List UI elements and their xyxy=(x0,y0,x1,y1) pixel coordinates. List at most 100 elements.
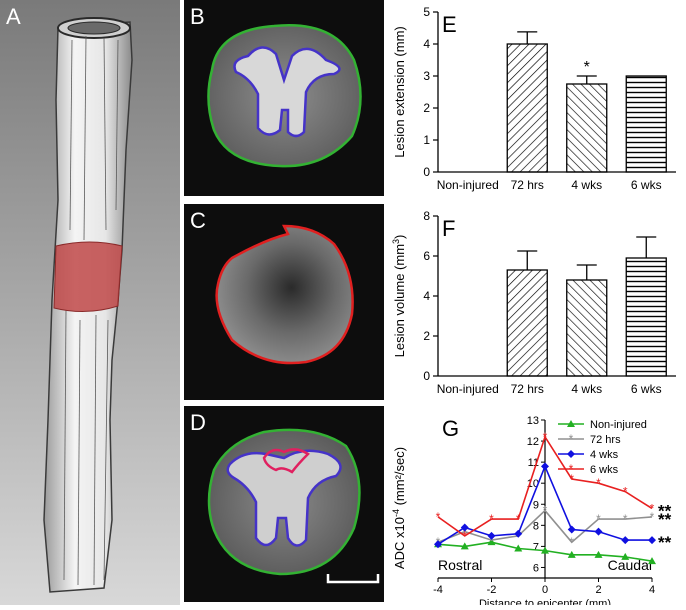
legend-label: 6 wks xyxy=(590,464,619,476)
x-tick-label: -4 xyxy=(433,584,443,596)
x-tick-label: 4 xyxy=(649,584,655,596)
data-point xyxy=(594,550,603,558)
y-tick-label: 1 xyxy=(423,133,430,147)
lesion-volume-chart: 0 2 4 6 8 Lesion volume (mm3) Non-injured 72 hr… xyxy=(391,209,676,396)
data-point: * xyxy=(596,512,601,526)
data-point xyxy=(567,525,576,534)
y-tick-label: 0 xyxy=(423,165,430,179)
panel-label-e: E xyxy=(442,12,457,37)
data-point: * xyxy=(462,525,467,539)
data-point: * xyxy=(543,504,548,518)
svg-text:*: * xyxy=(569,432,574,446)
x-tick-label: Non-injured xyxy=(437,382,499,396)
legend-label: 72 hrs xyxy=(590,434,621,446)
data-point: * xyxy=(516,512,521,526)
x-tick-label: 0 xyxy=(542,584,548,596)
panel-f: 0 2 4 6 8 Lesion volume (mm3) Non-injured 72 hr… xyxy=(386,204,686,404)
x-tick-label: 4 wks xyxy=(571,382,602,396)
y-tick-label: 5 xyxy=(423,5,430,19)
data-point: * xyxy=(436,510,441,524)
y-tick-label: 7 xyxy=(533,541,539,553)
significance-marker: * xyxy=(584,59,590,76)
y-tick-label: 8 xyxy=(423,209,430,223)
y-tick-label: 0 xyxy=(423,369,430,383)
data-point xyxy=(460,542,469,550)
data-point xyxy=(541,546,549,554)
data-point: * xyxy=(462,529,467,543)
data-point xyxy=(487,538,496,546)
data-point: * xyxy=(569,472,574,486)
scale-bar xyxy=(326,574,380,584)
data-point: * xyxy=(489,533,494,547)
data-point xyxy=(434,540,442,549)
panel-label-b: B xyxy=(190,4,205,29)
x-tick-label: 4 wks xyxy=(571,178,602,192)
data-point: * xyxy=(489,512,494,526)
gray-matter-outline xyxy=(233,46,341,138)
data-point xyxy=(594,527,603,536)
lesion-outline xyxy=(215,224,354,365)
y-axis-label: Lesion extension (mm) xyxy=(392,26,407,158)
y-tick-label: 13 xyxy=(527,415,539,427)
y-tick-label: 11 xyxy=(528,457,539,469)
x-tick-label: 6 wks xyxy=(631,178,662,192)
series-line xyxy=(437,509,653,544)
data-point: * xyxy=(623,485,628,499)
panel-a: A xyxy=(0,0,180,605)
data-point xyxy=(514,529,523,538)
lesion-extension-chart: 0 1 2 3 4 5 Lesion extension (mm) Non-injured 72… xyxy=(392,5,676,192)
panel-e: 0 1 2 3 4 5 Lesion extension (mm) Non-injured 72… xyxy=(386,0,686,200)
x-tick-label: 72 hrs xyxy=(511,382,544,396)
y-tick-label: 9 xyxy=(533,499,539,511)
caudal-label: Caudal xyxy=(608,557,652,573)
mri-cross-section-d xyxy=(184,406,384,602)
x-axis-label: Distance to epicenter (mm) xyxy=(479,598,611,605)
data-point: * xyxy=(650,501,655,515)
data-point: * xyxy=(569,535,574,549)
panel-c: C xyxy=(184,204,384,400)
data-point xyxy=(621,552,630,560)
panel-g: 6 7 8 9 10 11 12 13 -4 -2 0 2 4 Distance to epicenter… xyxy=(386,408,686,610)
data-point xyxy=(541,462,549,471)
mri-cross-section-c xyxy=(184,204,384,400)
panel-label-g: G xyxy=(442,416,460,441)
significance-marker: ** xyxy=(658,510,672,529)
data-point xyxy=(487,531,496,540)
data-point: * xyxy=(650,510,655,524)
significance-marker: ** xyxy=(658,501,672,520)
bar xyxy=(625,257,667,377)
x-tick-label: -2 xyxy=(487,584,497,596)
rostral-label: Rostral xyxy=(438,557,482,573)
y-tick-label: 4 xyxy=(423,289,430,303)
y-tick-label: 2 xyxy=(423,101,430,115)
panel-label-f: F xyxy=(442,216,456,241)
bar xyxy=(506,269,548,377)
y-axis-label: Lesion volume (mm3) xyxy=(391,235,407,358)
data-point xyxy=(567,550,576,558)
data-point xyxy=(514,544,523,552)
y-tick-label: 4 xyxy=(423,37,430,51)
lesion-outline xyxy=(262,448,310,474)
bar xyxy=(625,75,667,173)
bar xyxy=(506,43,548,173)
y-tick-label: 8 xyxy=(533,520,539,532)
lesion-region xyxy=(53,241,123,313)
data-point xyxy=(621,536,630,545)
legend-label: 4 wks xyxy=(590,449,619,461)
data-point xyxy=(460,523,469,532)
bar xyxy=(566,83,608,173)
y-tick-label: 6 xyxy=(423,249,430,263)
data-point: * xyxy=(623,512,628,526)
data-point: * xyxy=(596,476,601,490)
data-point: * xyxy=(543,430,548,444)
significance-marker: ** xyxy=(658,533,672,552)
series-line xyxy=(437,434,653,537)
y-tick-label: 2 xyxy=(423,329,430,343)
data-point xyxy=(648,557,656,565)
y-tick-label: 3 xyxy=(423,69,430,83)
y-tick-label: 6 xyxy=(533,562,539,574)
panel-b: B xyxy=(184,0,384,196)
data-point xyxy=(648,536,656,545)
panel-label-a: A xyxy=(6,4,21,29)
